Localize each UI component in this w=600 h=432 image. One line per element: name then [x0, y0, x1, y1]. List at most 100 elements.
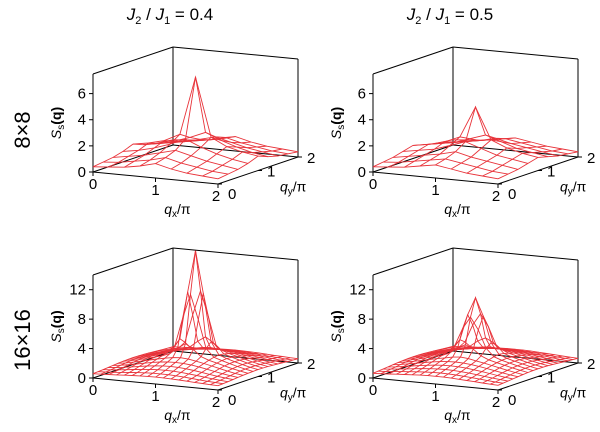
axis-box-edge [452, 46, 579, 60]
x-tick-label: 0 [89, 382, 97, 399]
surface-grid-line [447, 347, 574, 361]
y-tick-label: 0 [228, 392, 236, 409]
surface-grid-line [122, 343, 249, 374]
surface-grid-line [382, 158, 509, 175]
axis-box-edge [172, 247, 299, 261]
z-tick-label: 2 [358, 138, 366, 155]
z-tick-label: 12 [349, 282, 366, 299]
x-tick-label: 1 [151, 388, 159, 405]
z-tick-label: 0 [78, 370, 86, 387]
y-axis-label: qy/π [280, 385, 307, 404]
axis-box-edge [372, 46, 454, 75]
surface-grid-line [102, 368, 229, 383]
z-tick-label: 2 [78, 138, 86, 155]
column-title: J2 / J1 = 0.4 [126, 5, 213, 27]
surface-grid-line [117, 357, 244, 376]
x-axis-label: qx/π [444, 201, 471, 220]
surface-grid-line [412, 105, 539, 158]
surface-grid-line [377, 370, 504, 384]
x-tick-label: 2 [212, 394, 220, 411]
column-title: J2 / J1 = 0.5 [406, 5, 493, 27]
surface-grid-line [392, 361, 519, 378]
z-tick-label: 6 [78, 86, 86, 103]
y-tick-label: 1 [267, 370, 275, 387]
surface-grid-line [402, 344, 529, 373]
y-axis-label: qy/π [280, 179, 307, 198]
y-axis-label: qy/π [560, 385, 587, 404]
y-tick-label: 2 [307, 356, 315, 373]
surface-grid-line [172, 136, 299, 153]
surface-grid-line [397, 356, 524, 376]
surface-grid-line [163, 293, 244, 379]
axis-box-edge [452, 247, 579, 261]
x-axis-label: qx/π [164, 407, 191, 426]
surface-grid-line [387, 364, 514, 380]
surface-grid-line [112, 149, 239, 170]
y-tick-label: 1 [547, 370, 555, 387]
surface-grid-line [127, 292, 254, 372]
surface-grid-line [167, 347, 294, 361]
axis-box-edge [172, 144, 299, 158]
z-axis-label: Ss(q) [48, 107, 67, 139]
surface-grid-line [92, 163, 219, 180]
x-axis-label: qx/π [164, 201, 191, 220]
z-axis-label: Ss(q) [328, 310, 347, 342]
surface-grid-line [412, 296, 539, 370]
axis-box-edge [92, 46, 174, 75]
surface-grid-line [132, 250, 259, 371]
row-label: 8×8 [10, 111, 35, 148]
x-tick-label: 1 [431, 182, 439, 199]
axis-box-edge [372, 247, 454, 276]
x-axis-label: qx/π [444, 407, 471, 426]
surface-grid-line [97, 371, 224, 385]
surface-grid-line [155, 76, 236, 164]
surface-grid-line [122, 138, 249, 164]
axis-box-edge [92, 247, 174, 276]
z-tick-label: 8 [358, 311, 366, 328]
surface-grid-line [112, 361, 239, 378]
z-tick-label: 4 [78, 341, 86, 358]
y-tick-label: 2 [587, 150, 595, 167]
surface-grid-line [172, 346, 299, 360]
y-tick-label: 2 [307, 150, 315, 167]
z-axis-label: Ss(q) [328, 107, 347, 139]
x-tick-label: 1 [151, 182, 159, 199]
axis-box-edge [372, 144, 454, 173]
y-tick-label: 0 [508, 392, 516, 409]
axis-box-edge [172, 46, 299, 60]
z-tick-label: 6 [358, 86, 366, 103]
x-tick-label: 0 [89, 176, 97, 193]
z-tick-label: 4 [78, 112, 86, 129]
x-tick-label: 0 [369, 176, 377, 193]
y-tick-label: 1 [267, 164, 275, 181]
surface-grid-line [152, 136, 279, 157]
surface-grid-line [102, 157, 229, 175]
z-tick-label: 12 [69, 282, 86, 299]
z-tick-label: 8 [78, 311, 86, 328]
y-tick-label: 0 [508, 186, 516, 203]
surface-grid-line [383, 368, 509, 382]
z-tick-label: 0 [78, 164, 86, 181]
surface-grid-line [407, 316, 534, 372]
surface-grid-line [92, 373, 219, 387]
x-tick-label: 2 [212, 188, 220, 205]
z-tick-label: 4 [358, 341, 366, 358]
surface-grid-line [392, 151, 519, 170]
surface-grid-line [452, 345, 579, 359]
axis-box-edge [92, 144, 174, 173]
y-tick-label: 2 [587, 356, 595, 373]
z-tick-label: 4 [358, 112, 366, 129]
z-tick-label: 0 [358, 164, 366, 181]
surface-grid-line [132, 75, 259, 157]
y-tick-label: 0 [228, 186, 236, 203]
x-tick-label: 2 [492, 394, 500, 411]
surface-grid-line [372, 372, 499, 386]
x-tick-label: 2 [492, 188, 500, 205]
surface-grid-line [435, 105, 516, 166]
surface-grid-line [162, 136, 289, 155]
z-axis-label: Ss(q) [48, 310, 67, 342]
y-axis-label: qy/π [560, 179, 587, 198]
surface-grid-line [372, 164, 499, 180]
